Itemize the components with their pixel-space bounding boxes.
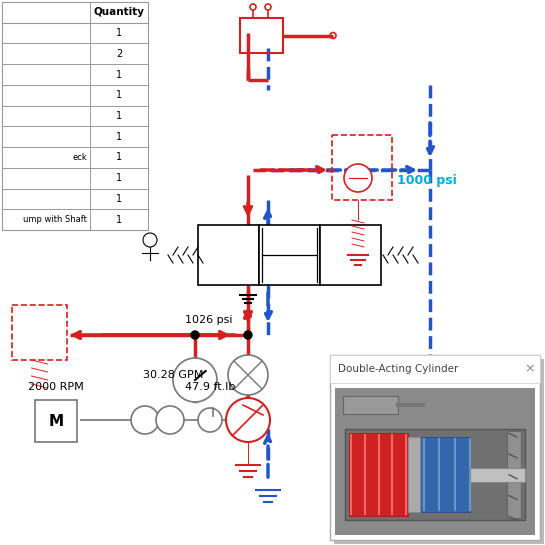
Text: 1: 1 [116,194,122,204]
Text: 2000 RPM: 2000 RPM [28,382,84,392]
Bar [320,225,381,285]
Bar [343,396,398,414]
Bar [12,305,67,360]
Circle shape [131,406,159,434]
Text: 1: 1 [116,132,122,142]
Bar [240,18,283,53]
Text: Double-Acting Cylinder: Double-Acting Cylinder [338,364,458,374]
Text: ×: × [525,362,535,376]
Text: 1: 1 [116,173,122,183]
Circle shape [198,408,222,432]
Text: 1: 1 [116,111,122,121]
Bar [408,437,420,512]
Bar [259,225,320,285]
Bar [198,225,259,285]
Text: 1: 1 [116,90,122,100]
Text: 1: 1 [116,215,122,225]
Circle shape [191,331,199,339]
Text: Quantity: Quantity [94,8,144,17]
Text: 47.9 ft.lb: 47.9 ft.lb [185,382,235,392]
Circle shape [156,406,184,434]
Circle shape [173,358,217,402]
Bar [330,355,540,540]
Text: 1000 psi: 1000 psi [397,173,457,186]
Bar [330,355,540,383]
Bar [507,431,521,518]
Bar [349,433,408,516]
Bar [335,388,535,535]
Text: ump with Shaft: ump with Shaft [23,215,87,224]
Text: 30.28 GPM: 30.28 GPM [143,370,203,380]
Bar [332,135,392,200]
Bar [345,429,525,520]
Text: 1: 1 [116,28,122,38]
Text: M: M [49,414,64,428]
Text: 2: 2 [116,49,122,59]
Circle shape [344,164,372,192]
Text: 1026 psi: 1026 psi [185,315,233,325]
Circle shape [226,398,270,442]
Circle shape [228,355,268,395]
Bar [334,359,544,544]
Text: eck: eck [72,153,87,162]
Text: 1: 1 [116,70,122,80]
Bar [420,437,470,512]
Text: 1: 1 [116,153,122,162]
Bar [35,400,77,442]
Bar [2,2,148,230]
Bar [470,468,525,482]
Circle shape [244,331,252,339]
